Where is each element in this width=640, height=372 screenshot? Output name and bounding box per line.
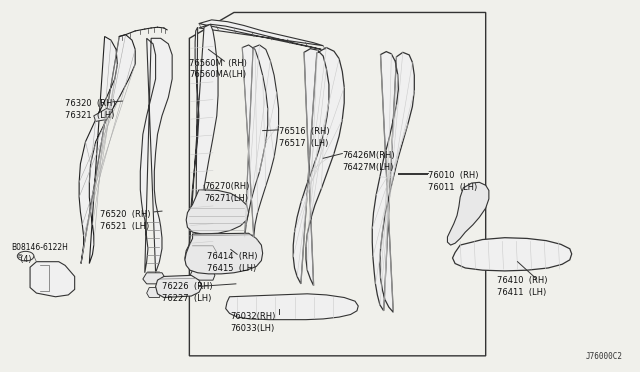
Polygon shape xyxy=(143,273,166,284)
Polygon shape xyxy=(189,24,218,245)
Polygon shape xyxy=(226,294,358,320)
Polygon shape xyxy=(30,262,75,297)
Polygon shape xyxy=(140,38,172,273)
Text: 76410  (RH)
76411  (LH): 76410 (RH) 76411 (LH) xyxy=(497,276,548,297)
Polygon shape xyxy=(452,238,572,271)
Text: 76560M  (RH)
76560MA(LH): 76560M (RH) 76560MA(LH) xyxy=(189,59,247,79)
Text: B08146-6122H
    (4): B08146-6122H (4) xyxy=(11,243,68,264)
Text: B: B xyxy=(17,254,21,259)
Text: 76520  (RH)
76521  (LH): 76520 (RH) 76521 (LH) xyxy=(100,210,150,231)
Polygon shape xyxy=(156,275,202,298)
Text: 76010  (RH)
76011  (LH): 76010 (RH) 76011 (LH) xyxy=(428,171,479,192)
Polygon shape xyxy=(199,20,323,49)
Polygon shape xyxy=(447,182,489,245)
Polygon shape xyxy=(185,233,262,274)
Text: 76320  (RH)
76321  (LH): 76320 (RH) 76321 (LH) xyxy=(65,99,116,120)
Text: J76000C2: J76000C2 xyxy=(586,352,623,361)
Polygon shape xyxy=(79,35,135,263)
Text: 76426M(RH)
76427M(LH): 76426M(RH) 76427M(LH) xyxy=(342,151,395,172)
Polygon shape xyxy=(293,48,344,286)
Text: 76414  (RH)
76415  (LH): 76414 (RH) 76415 (LH) xyxy=(207,253,257,273)
Polygon shape xyxy=(243,45,278,237)
Text: 76270(RH)
76271(LH): 76270(RH) 76271(LH) xyxy=(204,182,250,203)
Polygon shape xyxy=(147,288,161,298)
Polygon shape xyxy=(94,109,113,121)
Polygon shape xyxy=(372,52,414,312)
Text: 76032(RH)
76033(LH): 76032(RH) 76033(LH) xyxy=(231,312,276,333)
Text: 76516  (RH)
76517  (LH): 76516 (RH) 76517 (LH) xyxy=(278,127,329,148)
Polygon shape xyxy=(185,243,221,270)
Text: 76226  (RH)
76227  (LH): 76226 (RH) 76227 (LH) xyxy=(162,282,212,303)
Polygon shape xyxy=(190,270,215,280)
Polygon shape xyxy=(186,190,248,234)
